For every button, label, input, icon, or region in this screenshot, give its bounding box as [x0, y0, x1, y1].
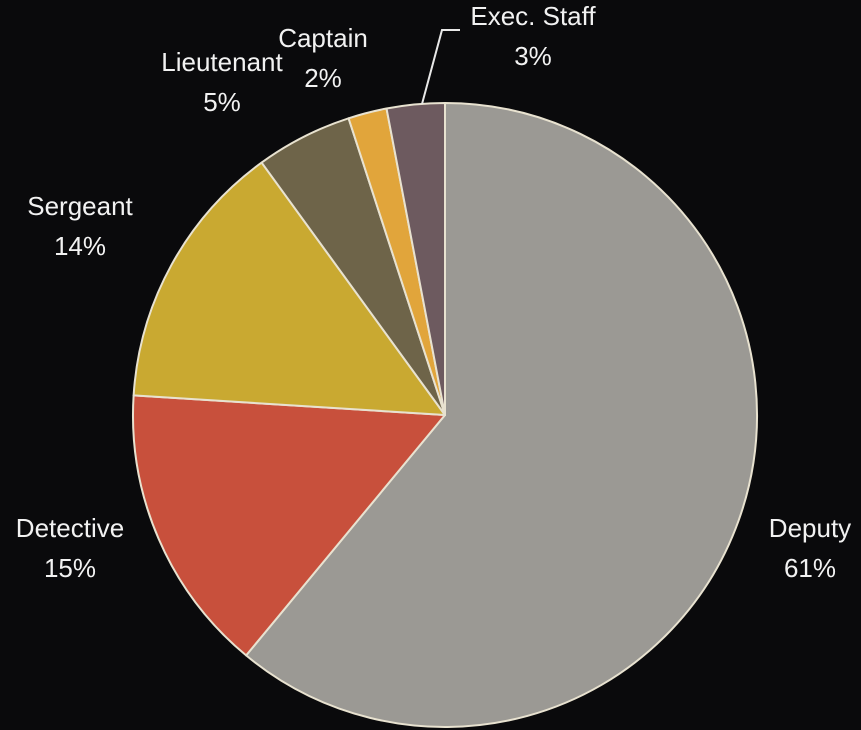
pie-slice: [385, 102, 446, 416]
slice-label: Lieutenant: [161, 47, 283, 77]
slice-label: Captain: [278, 23, 368, 53]
slice-label: Detective: [16, 513, 124, 543]
slice-value-label: 61%: [784, 553, 836, 583]
slice-value-label: 15%: [44, 553, 96, 583]
slice-label: Sergeant: [27, 191, 133, 221]
slice-label: Deputy: [769, 513, 851, 543]
pie-slice: [132, 394, 446, 657]
leader-line: [421, 29, 460, 105]
pie-slice: [132, 161, 446, 416]
slice-value-label: 14%: [54, 231, 106, 261]
slice-value-label: 5%: [203, 87, 241, 117]
slice-value-label: 3%: [514, 41, 552, 71]
slice-label: Exec. Staff: [470, 1, 596, 31]
slice-value-label: 2%: [304, 63, 342, 93]
pie-slice: [245, 102, 758, 728]
